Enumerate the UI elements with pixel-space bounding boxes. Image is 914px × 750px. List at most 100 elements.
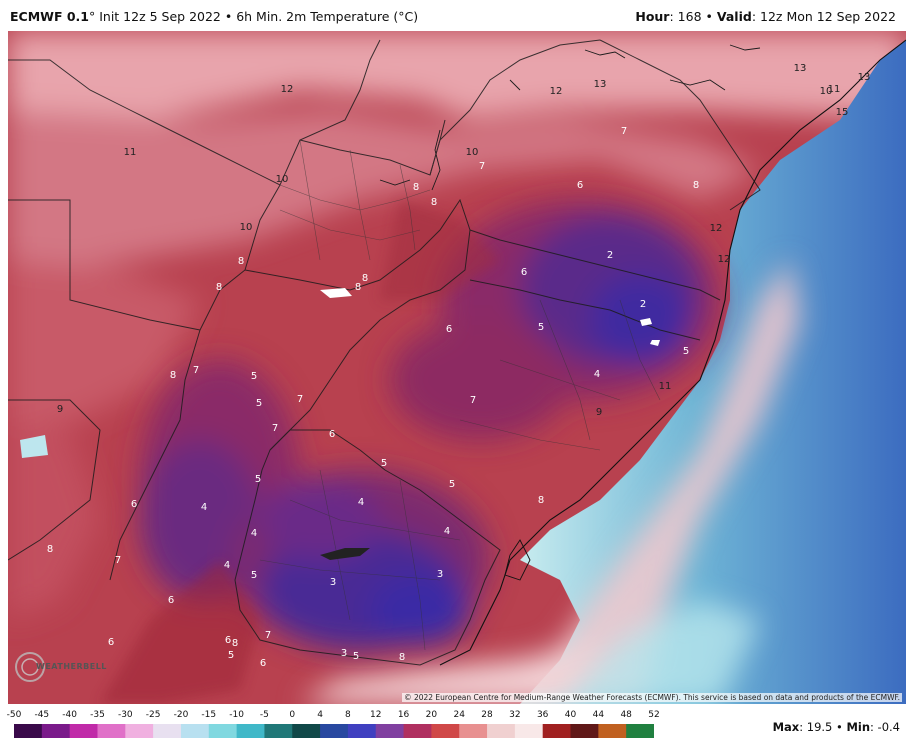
contour-label: 7: [115, 555, 121, 566]
degree-symbol: °: [88, 9, 96, 24]
contour-label: 10: [466, 147, 479, 158]
contour-label: 8: [232, 638, 238, 649]
contour-label: 7: [621, 126, 627, 137]
warm-north-shading: [8, 31, 906, 620]
logo-swirl-icon: [15, 652, 45, 682]
contour-label: 4: [251, 528, 257, 539]
legend-tick-label: -5: [259, 710, 269, 720]
contour-label: 6: [521, 267, 527, 278]
contour-label: 5: [256, 398, 262, 409]
valid-value: : 12z Mon 12 Sep 2022: [751, 9, 896, 24]
legend-color-swatch: [347, 724, 377, 738]
contour-label: 8: [238, 256, 244, 267]
contour-label: 5: [255, 474, 261, 485]
legend-tick-label: -40: [62, 710, 77, 720]
ocean-area: [520, 31, 906, 704]
contour-label: 8: [693, 180, 699, 191]
state-borders: [259, 139, 661, 651]
rivers: [379, 44, 761, 191]
legend-tick-label: 32: [509, 710, 521, 720]
contour-label: 8: [355, 282, 361, 293]
contour-label: 11: [659, 381, 672, 392]
contour-label: 11: [828, 84, 841, 95]
contour-label: 9: [596, 407, 602, 418]
legend-tick-label: 44: [592, 710, 605, 720]
legend-color-swatch: [403, 724, 432, 738]
contour-label: 7: [193, 365, 199, 376]
contour-label: 6: [329, 429, 335, 440]
contour-label: 9: [57, 404, 63, 415]
legend-tick-label: -15: [201, 710, 217, 720]
contour-label: 8: [170, 370, 176, 381]
legend-tick-label: 40: [564, 710, 577, 720]
legend-color-swatch: [598, 724, 627, 738]
contour-label: 5: [538, 322, 544, 333]
min-value: : -0.4: [870, 720, 900, 734]
contour-label: 13: [594, 79, 607, 90]
contour-label: 8: [431, 197, 437, 208]
legend-color-swatch: [125, 724, 154, 738]
contour-label: 7: [272, 423, 278, 434]
contour-label: 8: [413, 182, 419, 193]
legend-tick-label: 4: [317, 710, 323, 720]
init-description: Init 12z 5 Sep 2022 • 6h Min. 2m Tempera…: [95, 9, 419, 24]
legend-color-swatch: [69, 724, 98, 738]
legend-tick-label: 16: [397, 710, 410, 720]
legend-tick-label: -35: [90, 710, 105, 720]
legend-tick-label: 0: [289, 710, 296, 720]
contour-label: 12: [718, 254, 731, 265]
legend-color-swatch: [264, 724, 293, 738]
legend-tick-label: -20: [173, 710, 189, 720]
contour-label: 2: [640, 299, 646, 310]
legend-tick-label: 20: [425, 710, 438, 720]
legend-color-swatch: [97, 724, 126, 738]
contour-label: 6: [577, 180, 583, 191]
legend-tick-label: 24: [453, 710, 465, 720]
legend-tick-label: 48: [620, 710, 632, 720]
contour-label: 10: [276, 174, 289, 185]
contour-label: 8: [399, 652, 405, 663]
contour-label: 7: [297, 394, 303, 405]
temperature-map: 12 11 10 10 10 12 13 13 13 10 11 15 12 12 11 9 9 7 7 8 8 6 8 8 8…: [8, 31, 906, 704]
legend-color-swatch: [487, 724, 516, 738]
color-legend-bar: [14, 724, 654, 738]
contour-label: 3: [330, 577, 336, 588]
contour-label: 5: [449, 479, 455, 490]
legend-color-swatch: [431, 724, 460, 738]
contour-label: 4: [594, 369, 600, 380]
contour-label: 12: [550, 86, 563, 97]
legend-tick-label: -50: [6, 710, 22, 720]
lake-itaipu: [320, 288, 352, 298]
legend-tick-label: 36: [536, 710, 549, 720]
snow-patch-2: [650, 340, 660, 346]
legend-color-swatch: [180, 724, 210, 738]
legend-tick-label: -45: [34, 710, 50, 720]
contour-label: 12: [281, 84, 294, 95]
contour-label: 3: [437, 569, 443, 580]
valid-time: Hour: 168 • Valid: 12z Mon 12 Sep 2022: [635, 9, 896, 24]
logo-text: WEATHERBELL: [36, 662, 107, 671]
min-label: Min: [846, 720, 871, 734]
legend-tick-label: 8: [345, 710, 351, 720]
model-name: ECMWF 0.1: [10, 9, 89, 24]
copyright-notice: © 2022 European Centre for Medium-Range …: [402, 693, 902, 702]
contour-label: 10: [820, 86, 833, 97]
contour-label: 3: [341, 648, 347, 659]
contour-label: 4: [444, 526, 450, 537]
contour-label: 6: [168, 595, 174, 606]
legend-tick-label: -10: [229, 710, 244, 720]
hour-label: Hour: [635, 9, 670, 24]
contour-label: 7: [265, 630, 271, 641]
max-value: : 19.5 •: [799, 720, 847, 734]
model-title: ECMWF 0.1° Init 12z 5 Sep 2022 • 6h Min.…: [10, 9, 418, 24]
legend-tick-label: 28: [481, 710, 493, 720]
contour-label: 5: [683, 346, 689, 357]
contour-label: 13: [858, 72, 871, 83]
coastal-pink-shading: [300, 260, 800, 704]
contour-label: 8: [538, 495, 544, 506]
contour-label: 7: [479, 161, 485, 172]
lake-west: [20, 435, 48, 458]
legend-color-swatch: [153, 724, 182, 738]
contour-label: 4: [358, 497, 364, 508]
